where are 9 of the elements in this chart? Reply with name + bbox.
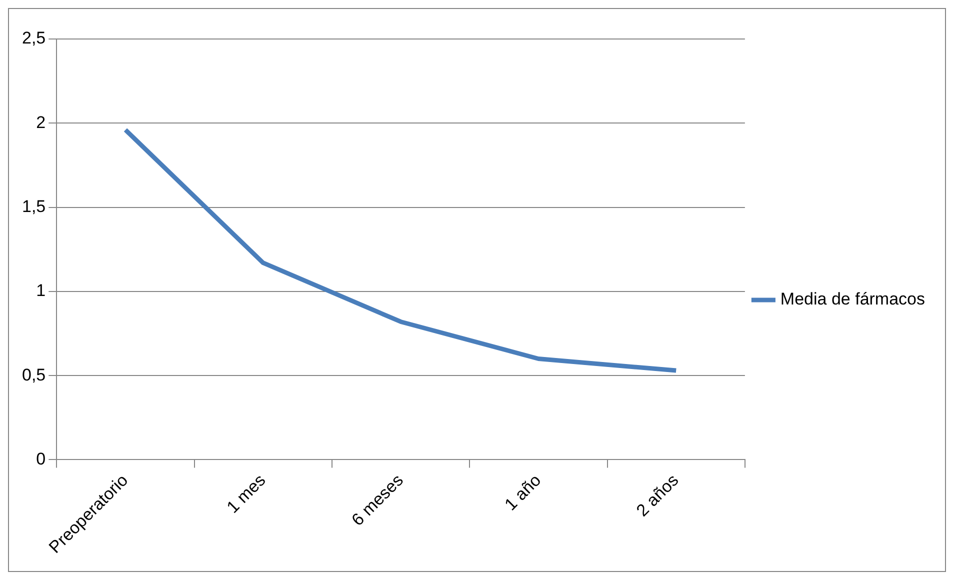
- legend-label: Media de fármacos: [780, 290, 926, 309]
- y-tick-label: 1: [36, 281, 46, 300]
- y-tick-label: 2: [36, 112, 46, 132]
- y-tick-label: 0,5: [22, 365, 46, 384]
- y-tick-label: 2,5: [22, 28, 46, 48]
- y-tick-label: 1,5: [22, 196, 46, 216]
- y-tick-label: 0: [36, 449, 46, 468]
- x-tick-label: 1 año: [501, 470, 545, 514]
- x-tick-label: 1 mes: [223, 470, 270, 517]
